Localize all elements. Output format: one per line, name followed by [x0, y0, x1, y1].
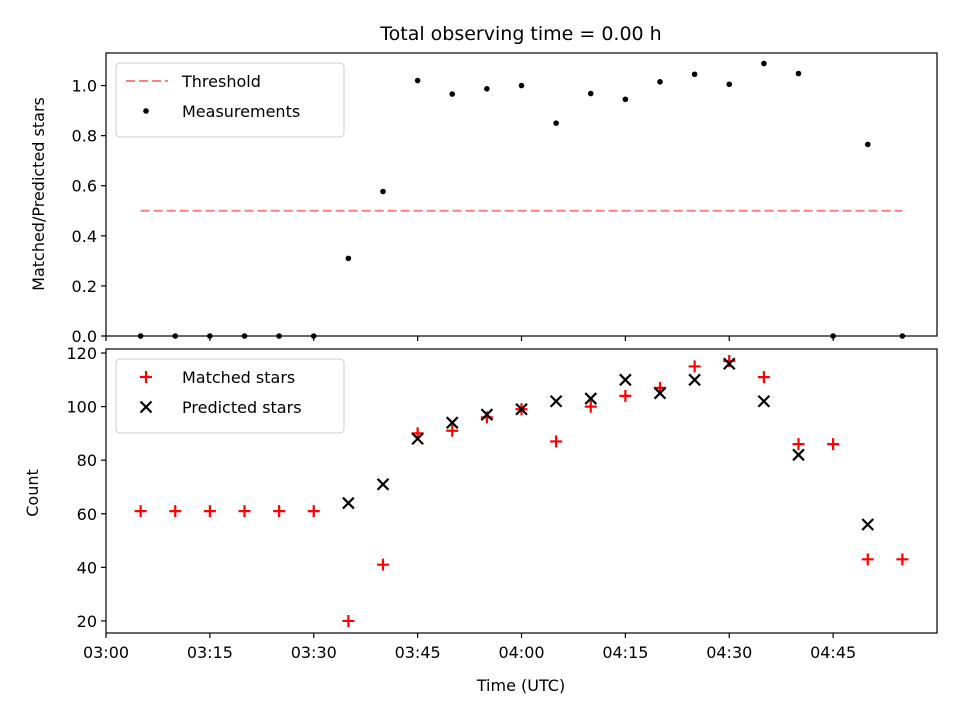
point-count-0-3 — [238, 505, 251, 518]
x-tick-label-6: 04:30 — [706, 643, 752, 662]
x-tick-label-2: 03:30 — [291, 643, 337, 662]
x-tick-label-0: 03:00 — [83, 643, 129, 662]
y-tick-label-ratio-0: 0.0 — [72, 327, 97, 346]
point-count-0-7 — [377, 558, 389, 571]
point-count-0-1 — [169, 505, 182, 518]
point-count-1-14 — [861, 518, 875, 531]
series-ratio-0 — [137, 60, 906, 339]
point-ratio-0-11 — [518, 82, 525, 89]
legend-label-count-1: Predicted stars — [182, 398, 302, 417]
point-count-0-9 — [446, 424, 459, 437]
point-count-1-11 — [722, 357, 736, 371]
y-tick-label-ratio-2: 0.4 — [72, 227, 97, 246]
point-ratio-0-17 — [726, 81, 733, 88]
point-count-0-19 — [792, 438, 805, 451]
point-count-0-4 — [273, 505, 286, 518]
point-ratio-0-10 — [484, 86, 490, 92]
point-count-0-16 — [688, 360, 701, 373]
legend-marker-ratio-0 — [143, 108, 149, 114]
y-tick-label-ratio-3: 0.6 — [72, 177, 97, 196]
point-count-1-12 — [757, 394, 771, 408]
legend-count: Matched stars Predicted stars — [115, 358, 345, 434]
point-count-0-6 — [342, 614, 355, 627]
legend-marker-count-1 — [139, 400, 153, 414]
y-tick-label-ratio-5: 1.0 — [72, 77, 97, 96]
x-axis-label: Time (UTC) — [476, 676, 565, 695]
point-ratio-0-6 — [345, 255, 352, 262]
series-count-0 — [134, 355, 909, 627]
point-count-1-8 — [619, 373, 632, 387]
point-count-1-5 — [515, 403, 528, 416]
point-count-0-2 — [203, 505, 216, 518]
y-tick-label-count-0: 20 — [77, 612, 97, 631]
chart-title: Total observing time = 0.00 h — [379, 23, 661, 45]
point-count-1-6 — [549, 394, 563, 408]
point-ratio-0-7 — [380, 188, 386, 195]
point-count-1-1 — [376, 478, 390, 491]
y-tick-label-ratio-4: 0.8 — [72, 127, 97, 146]
point-count-1-7 — [584, 392, 598, 405]
panel-ratio: 0.0 0.2 0.4 0.6 0.8 1.0 Threshold Measurements — [72, 52, 938, 346]
legend-frame-count — [115, 358, 345, 434]
point-count-0-12 — [550, 435, 563, 448]
point-ratio-0-12 — [553, 120, 559, 126]
legend-threshold-label: Threshold — [181, 72, 261, 91]
y-axis-label-count: Count — [23, 469, 42, 517]
point-ratio-0-15 — [657, 79, 663, 85]
y-tick-label-count-4: 100 — [66, 398, 97, 417]
point-ratio-0-9 — [449, 91, 456, 97]
point-ratio-0-21 — [864, 141, 871, 148]
point-count-1-4 — [480, 408, 494, 421]
legend-label-count-0: Matched stars — [182, 368, 295, 387]
point-count-0-20 — [827, 438, 840, 451]
legend-label-ratio-0: Measurements — [182, 102, 300, 121]
point-count-0-21 — [861, 553, 874, 566]
y-tick-label-count-5: 120 — [66, 344, 97, 363]
x-tick-label-7: 04:45 — [810, 643, 856, 662]
point-count-0-13 — [584, 400, 597, 413]
point-count-1-9 — [653, 386, 667, 400]
point-count-1-10 — [688, 373, 701, 387]
point-ratio-0-18 — [761, 60, 767, 67]
point-count-0-18 — [757, 371, 770, 384]
panel-count: 20 40 60 80 100 120 03:00 03:15 03:30 03:45 04:00 0… — [66, 344, 938, 662]
x-tick-label-1: 03:15 — [187, 643, 233, 662]
point-count-1-13 — [792, 448, 805, 462]
point-count-1-3 — [445, 416, 459, 429]
point-count-1-0 — [342, 496, 355, 510]
point-ratio-0-8 — [414, 77, 421, 84]
point-count-0-0 — [134, 505, 147, 518]
y-tick-label-count-2: 60 — [77, 505, 97, 524]
y-tick-label-count-1: 40 — [77, 558, 97, 577]
point-count-0-14 — [619, 389, 632, 402]
y-tick-label-count-3: 80 — [77, 451, 97, 470]
series-count-1 — [342, 357, 875, 531]
x-tick-label-4: 04:00 — [498, 643, 544, 662]
x-tick-label-5: 04:15 — [602, 643, 648, 662]
point-count-0-5 — [307, 505, 320, 518]
point-ratio-0-13 — [587, 90, 594, 97]
legend-ratio: Threshold Measurements — [115, 62, 345, 138]
point-ratio-0-14 — [622, 96, 629, 103]
point-ratio-0-19 — [795, 70, 802, 77]
point-count-1-2 — [411, 432, 424, 446]
point-count-0-22 — [896, 553, 909, 566]
y-tick-label-ratio-1: 0.2 — [72, 277, 97, 296]
y-axis-label-ratio: Matched/Predicted stars — [29, 97, 48, 291]
legend-frame-ratio — [115, 62, 345, 138]
point-ratio-0-16 — [691, 71, 698, 78]
legend-marker-count-0 — [140, 371, 152, 383]
x-tick-label-3: 03:45 — [395, 643, 441, 662]
